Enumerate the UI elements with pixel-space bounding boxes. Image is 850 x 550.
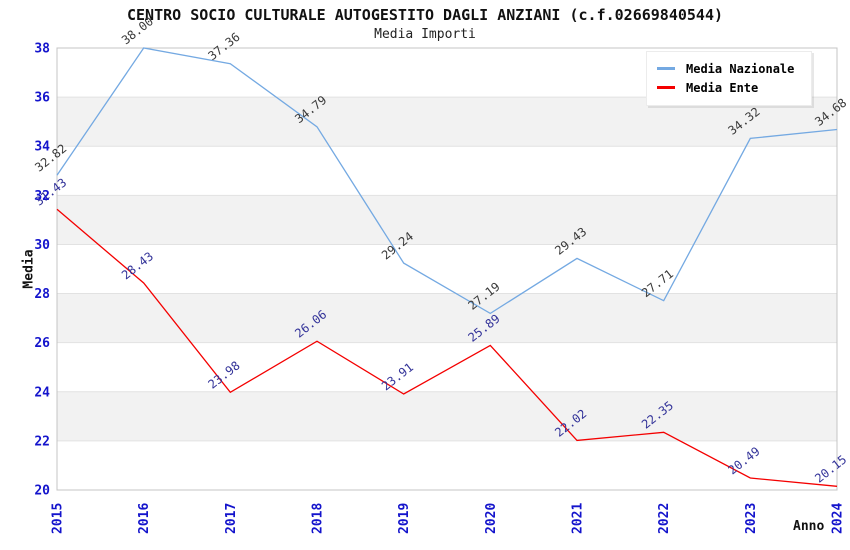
x-tick-label: 2024 <box>831 503 846 534</box>
x-tick-label: 2021 <box>571 503 586 534</box>
plot-band <box>57 293 837 343</box>
legend-line-swatch-red <box>657 86 675 89</box>
data-label-media-nazionale: 37.36 <box>206 30 243 63</box>
chart-title: CENTRO SOCIO CULTURALE AUTOGESTITO DAGLI… <box>126 6 724 24</box>
x-tick-label: 2016 <box>137 503 152 534</box>
y-tick-label: 28 <box>34 287 50 302</box>
plot-band <box>57 195 837 245</box>
legend-item-media-nazionale: Media Nazionale <box>657 59 801 78</box>
chart-subtitle: Media Importi <box>374 27 476 42</box>
y-tick-label: 34 <box>34 140 50 155</box>
x-tick-label: 2017 <box>224 503 239 534</box>
series-line-media-nazionale <box>56 47 838 315</box>
y-tick-label: 38 <box>34 42 50 57</box>
y-tick-label: 36 <box>34 91 50 106</box>
x-tick-label: 2023 <box>744 503 759 534</box>
y-axis-title: Media <box>21 249 37 289</box>
data-label-media-ente: 20.49 <box>726 444 763 477</box>
x-tick-label: 2020 <box>484 503 499 534</box>
legend-line-swatch-blue <box>657 67 675 70</box>
series-line-media-ente <box>56 208 838 487</box>
y-tick-label: 20 <box>34 484 50 499</box>
data-label-media-ente: 23.98 <box>206 358 243 391</box>
x-axis-title: Anno <box>793 519 825 534</box>
plot-band <box>57 391 837 441</box>
y-tick-label: 24 <box>34 385 50 400</box>
legend: Media Nazionale Media Ente <box>646 51 812 106</box>
plot-border <box>56 47 838 491</box>
y-tick-label: 22 <box>34 434 50 449</box>
legend-item-media-ente: Media Ente <box>657 78 801 97</box>
y-tick-label: 30 <box>34 238 50 253</box>
x-tick-label: 2022 <box>657 503 672 534</box>
y-tick-label: 26 <box>34 336 50 351</box>
x-tick-label: 2015 <box>51 503 66 534</box>
data-label-media-ente: 20.15 <box>812 452 849 485</box>
legend-label: Media Nazionale <box>686 61 795 76</box>
legend-label: Media Ente <box>686 80 759 95</box>
data-label-media-nazionale: 38.00 <box>119 14 156 47</box>
data-label-media-ente: 23.91 <box>379 360 416 393</box>
y-tick-label: 32 <box>34 189 50 204</box>
x-tick-label: 2019 <box>397 503 412 534</box>
x-tick-label: 2018 <box>311 503 326 534</box>
